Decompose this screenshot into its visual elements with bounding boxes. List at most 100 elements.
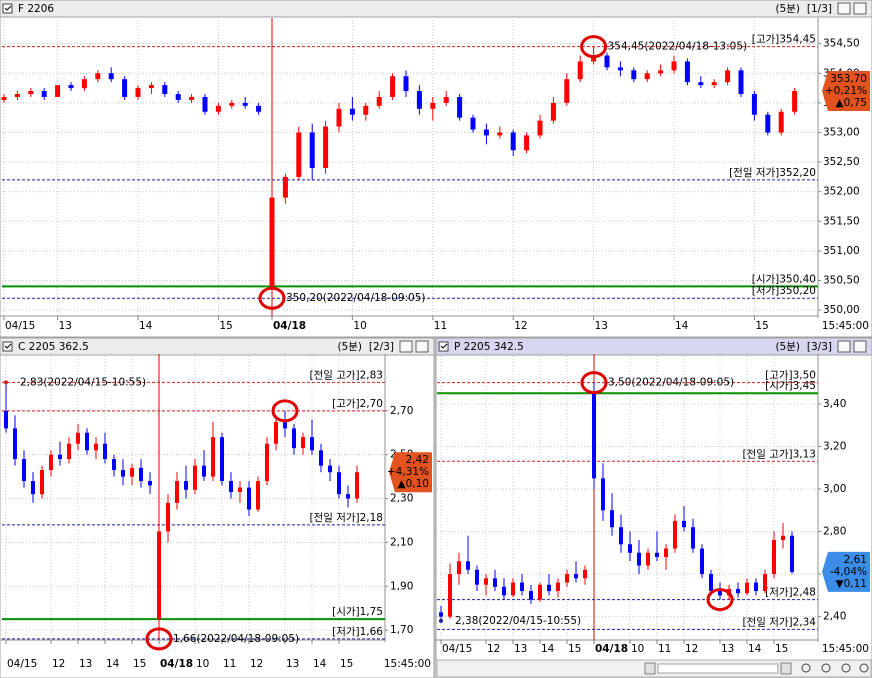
checkbox[interactable] <box>2 341 13 352</box>
marker-label: 2,83(2022/04/15-10:55) <box>20 376 146 388</box>
candle-body <box>610 510 614 528</box>
candle-body <box>538 584 542 600</box>
x-tick-label: 13 <box>286 658 299 670</box>
candle-body <box>4 410 8 429</box>
candle-body <box>112 459 116 471</box>
interval: (5분) <box>775 341 800 353</box>
y-tick-label: 3,00 <box>823 483 846 495</box>
reference-label: [고가]354,45 <box>752 34 816 46</box>
candle-body <box>772 540 776 575</box>
candle-body <box>292 428 296 449</box>
panel-title: F 2206 <box>18 3 54 15</box>
y-tick-label: 1,70 <box>390 624 413 636</box>
scrollbar[interactable] <box>436 659 872 678</box>
x-tick-label: 13 <box>79 658 92 670</box>
candle-body <box>175 94 181 100</box>
candle-body <box>363 105 369 115</box>
candle-body <box>202 465 206 477</box>
candle-body <box>22 459 26 482</box>
candle-body <box>583 569 587 579</box>
window-button[interactable] <box>415 340 429 353</box>
candle-body <box>94 443 98 451</box>
checkbox[interactable] <box>2 3 13 14</box>
marker-label: 2,38(2022/04/15-10:55) <box>455 615 581 627</box>
window-button[interactable] <box>853 340 867 353</box>
highlight-circle <box>706 588 734 612</box>
candle-body <box>162 85 168 94</box>
candle-body <box>684 61 690 83</box>
y-tick-label: 2,30 <box>390 493 413 505</box>
candle-body <box>430 102 436 109</box>
candle-body <box>439 612 443 617</box>
window-button[interactable] <box>837 340 851 353</box>
y-tick-label: 350,00 <box>823 304 860 316</box>
candle-body <box>55 85 61 97</box>
candle-body <box>337 472 341 495</box>
x-tick-label: 12 <box>685 643 698 655</box>
y-tick-label: 352,00 <box>823 186 860 198</box>
candle-body <box>309 132 315 168</box>
y-tick-label: 2,40 <box>823 611 846 623</box>
candle-body <box>283 421 287 429</box>
candle-body <box>390 76 396 97</box>
x-tick-label: 14 <box>748 643 762 655</box>
candle-body <box>265 443 269 482</box>
candle-body <box>655 552 659 558</box>
zoom-reset[interactable] <box>841 663 851 673</box>
x-tick-label: 15 <box>219 320 232 332</box>
highlight-circle <box>580 371 608 395</box>
panel-title: C 2205 362.5 <box>18 341 89 353</box>
candle-body <box>577 61 583 80</box>
reference-label: [저가]1,66 <box>332 626 383 638</box>
candle-body <box>256 481 260 510</box>
candle-body <box>135 88 141 97</box>
x-tick-label: 13 <box>59 320 72 332</box>
x-tick-label: 10 <box>353 320 366 332</box>
candle-body <box>242 102 248 106</box>
window-button[interactable] <box>837 2 851 15</box>
window-button[interactable] <box>853 2 867 15</box>
zoom-out[interactable] <box>821 663 831 673</box>
reference-label: [고가]3,50 <box>765 370 816 382</box>
checkbox[interactable] <box>438 341 449 352</box>
candle-body <box>68 85 74 89</box>
zoom-fit[interactable] <box>859 663 869 673</box>
candle-body <box>646 552 650 566</box>
window-button[interactable] <box>399 340 413 353</box>
candle-body <box>738 70 744 94</box>
candle-body <box>778 111 784 133</box>
candle-body <box>211 437 215 477</box>
candle-body <box>520 582 524 592</box>
y-tick-label: 351,00 <box>823 245 860 257</box>
candle-body <box>130 467 134 477</box>
y-tick-label: 2,10 <box>390 536 413 548</box>
time-label: 15:45:00 <box>384 658 431 670</box>
badge-price: 2,42 <box>406 454 429 466</box>
scroll-right[interactable] <box>780 662 792 675</box>
x-tick-label: 11 <box>434 320 447 332</box>
x-tick-label: 04/18 <box>160 658 193 670</box>
candle-body <box>617 67 623 71</box>
badge-price: 2,61 <box>844 554 867 566</box>
interval: (5분) <box>337 341 362 353</box>
x-tick-label: 12 <box>52 658 65 670</box>
x-tick-label: 15 <box>755 320 768 332</box>
candle-body <box>631 70 637 80</box>
marker-label: 354,45(2022/04/18-13:05) <box>608 41 748 53</box>
x-tick-label: 12 <box>487 643 500 655</box>
panel <box>0 337 435 678</box>
candle-body <box>274 421 278 444</box>
zoom-in[interactable] <box>801 663 811 673</box>
time-label: 15:45:00 <box>822 643 869 655</box>
candle-body <box>725 70 731 83</box>
scroll-thumb[interactable] <box>657 663 779 674</box>
price-badge <box>822 551 870 592</box>
candle-body <box>336 108 342 127</box>
reference-label: [저가]2,48 <box>765 587 816 599</box>
candle-body <box>745 582 749 594</box>
x-tick-label: 14 <box>541 643 555 655</box>
candle-body <box>457 561 461 575</box>
panel-title: P 2205 342.5 <box>454 341 524 353</box>
scroll-left[interactable] <box>644 662 656 675</box>
x-tick-label: 14 <box>675 320 689 332</box>
